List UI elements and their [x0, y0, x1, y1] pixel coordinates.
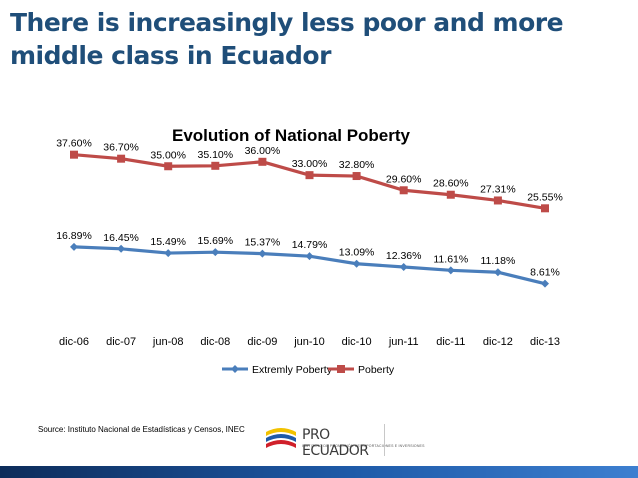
data-point-marker: [541, 204, 549, 213]
legend-marker: [337, 365, 345, 373]
data-label: 29.60%: [386, 173, 422, 185]
data-label: 28.60%: [433, 178, 469, 190]
slide-title: There is increasingly less poor and more…: [10, 8, 564, 70]
x-tick-label: dic-10: [342, 336, 372, 348]
data-label: 32.80%: [339, 159, 375, 171]
data-label: 11.18%: [480, 255, 515, 267]
data-point-marker: [258, 249, 267, 258]
data-point-marker: [493, 196, 502, 205]
data-point-marker: [399, 186, 408, 195]
line-chart: Evolution of National Poberty 16.89% 16.4…: [56, 126, 563, 376]
data-label: 15.37%: [245, 237, 281, 249]
series-poverty: 37.60% 36.70% 35.00% 35.10% 36.00% 33.00% 32.8…: [56, 138, 563, 213]
data-point-marker: [70, 150, 78, 159]
data-point-marker: [493, 268, 502, 277]
data-point-marker: [211, 161, 220, 170]
data-point-marker: [541, 279, 549, 288]
data-label: 13.09%: [339, 247, 375, 259]
data-point-marker: [117, 244, 126, 253]
logo-tagline: INSTITUTO DE PROMOCIÓN DE EXPORTACIONES …: [302, 444, 425, 448]
data-point-marker: [117, 154, 126, 163]
logo-wordmark: PRO ECUADOR: [302, 427, 369, 459]
data-point-marker: [399, 262, 408, 271]
data-point-marker: [352, 172, 361, 181]
pro-ecuador-logo: PRO ECUADOR INSTITUTO DE PROMOCIÓN DE EX…: [262, 422, 424, 459]
data-label: 15.69%: [197, 235, 233, 247]
series-extreme-poverty: 16.89% 16.45% 15.49% 15.69% 15.37% 14.79% 13.0…: [56, 230, 560, 288]
data-point-marker: [305, 171, 314, 180]
x-tick-label: jun-08: [152, 336, 184, 348]
data-label: 35.00%: [150, 149, 186, 161]
data-label: 25.55%: [527, 191, 563, 203]
x-tick-label: jun-11: [388, 336, 419, 348]
data-label: 16.45%: [103, 232, 139, 244]
data-label: 8.61%: [530, 267, 560, 279]
data-point-marker: [70, 242, 78, 251]
data-label: 36.00%: [245, 145, 281, 157]
data-point-marker: [352, 259, 361, 268]
data-label: 11.61%: [433, 253, 468, 265]
data-label: 16.89%: [56, 230, 92, 242]
logo-divider: [384, 424, 385, 456]
data-point-marker: [164, 249, 173, 258]
x-tick-label: dic-12: [483, 336, 513, 348]
data-point-marker: [305, 252, 314, 261]
data-label: 37.60%: [56, 138, 92, 150]
data-point-marker: [164, 162, 173, 171]
data-point-marker: [446, 266, 455, 275]
x-tick-label: dic-08: [200, 336, 230, 348]
data-label: 27.31%: [480, 183, 516, 195]
source-note: Source: Instituto Nacional de Estadístic…: [38, 425, 245, 434]
legend-item: Poberty: [328, 364, 395, 376]
x-tick-label: dic-11: [436, 336, 465, 348]
logo-emblem-icon: [266, 428, 296, 448]
legend-item: Extremly Poberty: [222, 364, 333, 376]
data-label: 36.70%: [103, 142, 139, 154]
data-label: 33.00%: [292, 158, 328, 170]
x-tick-label: dic-13: [530, 336, 560, 348]
data-label: 14.79%: [292, 239, 328, 251]
data-point-marker: [446, 190, 455, 199]
x-tick-label: jun-10: [293, 336, 325, 348]
bottom-band: [0, 466, 638, 478]
data-label: 35.10%: [197, 149, 233, 161]
x-tick-label: dic-09: [247, 336, 277, 348]
data-label: 12.36%: [386, 250, 422, 262]
legend-label: Extremly Poberty: [252, 364, 333, 376]
legend-marker: [231, 365, 239, 373]
data-label: 15.49%: [150, 236, 186, 248]
data-point-marker: [258, 157, 267, 166]
legend-label: Poberty: [358, 364, 395, 376]
chart-title: Evolution of National Poberty: [172, 126, 411, 145]
x-tick-label: dic-06: [59, 336, 89, 348]
x-tick-label: dic-07: [106, 336, 136, 348]
data-point-marker: [211, 248, 220, 257]
